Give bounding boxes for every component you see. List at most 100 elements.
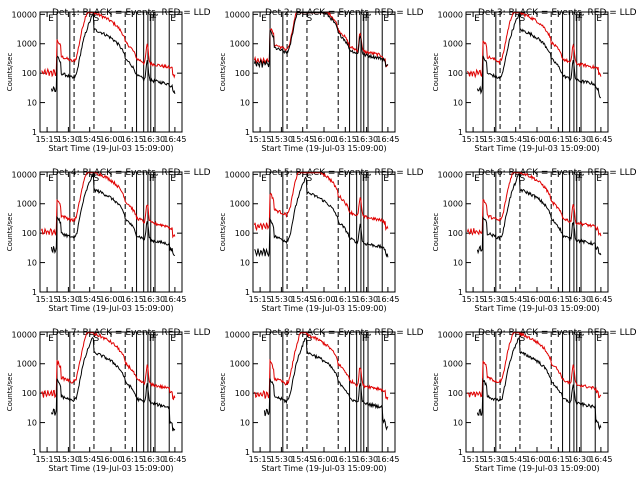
x-tick-label: 16:00 [525, 295, 548, 304]
flag-letter: S [94, 174, 100, 184]
y-tick-label: 100 [22, 229, 37, 238]
x-tick-label: 15:30 [57, 135, 80, 144]
flag-letter: F [362, 14, 367, 24]
panel-title: Det 8: BLACK = Events, RED = LLD [265, 328, 424, 338]
flag-letter: F [578, 174, 583, 184]
flag-letter: F [152, 334, 157, 344]
x-tick-label: 15:45 [504, 295, 527, 304]
flag-letter: E [474, 174, 480, 184]
x-axis-label: Start Time (19-Jul-03 15:09:00) [261, 144, 386, 153]
lld-series-line [467, 12, 602, 79]
x-tick-label: 16:45 [589, 455, 612, 464]
x-tick-label: 15:30 [57, 455, 80, 464]
y-tick-label: 1 [458, 128, 463, 137]
events-series-line [476, 173, 602, 256]
flag-letter: E [261, 334, 267, 344]
y-axis-label: Counts/sec [432, 213, 440, 252]
x-tick-label: 16:15 [121, 135, 144, 144]
flag-letter: E [596, 334, 602, 344]
flag-letter: S [94, 334, 100, 344]
flag-letter: E [48, 174, 54, 184]
panel-det-2: Det 2: BLACK = Events, RED = LLD 1 10 100 10… [219, 8, 424, 153]
y-tick-label: 1 [458, 288, 463, 297]
y-tick-label: 1 [32, 288, 37, 297]
y-tick-label: 100 [235, 229, 250, 238]
x-tick-label: 15:30 [270, 455, 293, 464]
x-tick-label: 16:45 [163, 135, 186, 144]
y-tick-label: 10000 [12, 10, 37, 19]
flag-letter: F [152, 174, 157, 184]
y-tick-label: 10 [240, 99, 250, 108]
y-tick-label: 1000 [230, 40, 250, 49]
x-tick-label: 16:30 [355, 455, 378, 464]
x-tick-label: 16:00 [99, 455, 122, 464]
panel-title: Det 1: BLACK = Events, RED = LLD [52, 8, 211, 18]
plot-frame [39, 171, 183, 293]
x-tick-label: 16:15 [547, 135, 570, 144]
x-axis-label: Start Time (19-Jul-03 15:09:00) [474, 464, 599, 473]
events-series-line [50, 172, 176, 257]
panel-det-3: Det 3: BLACK = Events, RED = LLD 1 10 100 10… [432, 8, 637, 153]
events-series-line [50, 12, 176, 95]
x-axis-label: Start Time (19-Jul-03 15:09:00) [261, 464, 386, 473]
x-tick-label: 16:00 [312, 135, 335, 144]
x-axis-label: Start Time (19-Jul-03 15:09:00) [474, 144, 599, 153]
x-tick-label: 15:45 [504, 135, 527, 144]
x-tick-label: 16:30 [355, 295, 378, 304]
events-series-line [476, 335, 602, 431]
panel-title: Det 3: BLACK = Events, RED = LLD [478, 8, 637, 18]
y-tick-label: 100 [22, 69, 37, 78]
panel-det-8: Det 8: BLACK = Events, RED = LLD 1 10 100 10… [219, 328, 424, 473]
flag-letter: F [575, 174, 580, 184]
x-tick-label: 15:30 [270, 295, 293, 304]
y-tick-label: 10 [240, 259, 250, 268]
panel-det-1: Det 1: BLACK = Events, RED = LLD 1 10 100 10… [6, 8, 211, 153]
flag-letter: E [170, 334, 176, 344]
x-tick-label: 15:45 [78, 455, 101, 464]
x-tick-label: 15:45 [291, 455, 314, 464]
y-tick-label: 1000 [230, 200, 250, 209]
x-tick-label: 15:30 [483, 455, 506, 464]
flag-letter: F [575, 334, 580, 344]
x-tick-label: 16:30 [568, 295, 591, 304]
panel-det-4: Det 4: BLACK = Events, RED = LLD 1 10 100 10… [6, 168, 211, 313]
plot-frame [465, 11, 609, 133]
y-tick-label: 100 [448, 69, 463, 78]
panel-title: Det 7: BLACK = Events, RED = LLD [52, 328, 211, 338]
x-tick-label: 15:45 [78, 295, 101, 304]
y-tick-label: 10000 [225, 10, 250, 19]
events-series-line [50, 336, 176, 432]
flag-letter: E [596, 174, 602, 184]
y-axis-label: Counts/sec [6, 213, 14, 252]
flag-letter: E [261, 14, 267, 24]
x-tick-label: 15:30 [270, 135, 293, 144]
x-tick-label: 16:30 [142, 135, 165, 144]
flag-letter: F [149, 174, 154, 184]
plot-frame [39, 331, 183, 453]
flag-letter: F [149, 334, 154, 344]
lld-series-line [466, 172, 602, 237]
x-tick-label: 16:15 [121, 455, 144, 464]
y-axis-label: Counts/sec [219, 53, 227, 92]
lld-series-line [254, 332, 389, 401]
panel-det-9: Det 9: BLACK = Events, RED = LLD 1 10 100 10… [432, 328, 637, 473]
y-tick-label: 10000 [12, 170, 37, 179]
events-series-line [254, 176, 389, 258]
flag-letter: E [383, 14, 389, 24]
plot-frame [465, 331, 609, 453]
x-axis-label: Start Time (19-Jul-03 15:09:00) [48, 304, 173, 313]
x-tick-label: 16:00 [99, 295, 122, 304]
y-tick-label: 10 [27, 99, 37, 108]
events-series-line [476, 12, 602, 99]
events-series-line [253, 12, 389, 69]
y-tick-label: 1000 [17, 40, 37, 49]
y-tick-label: 100 [448, 229, 463, 238]
panel-title: Det 2: BLACK = Events, RED = LLD [265, 8, 424, 18]
y-axis-label: Counts/sec [219, 213, 227, 252]
y-tick-label: 10000 [438, 330, 463, 339]
x-tick-label: 16:45 [163, 295, 186, 304]
x-tick-label: 15:45 [78, 135, 101, 144]
x-tick-label: 15:45 [291, 295, 314, 304]
y-tick-label: 10 [240, 419, 250, 428]
